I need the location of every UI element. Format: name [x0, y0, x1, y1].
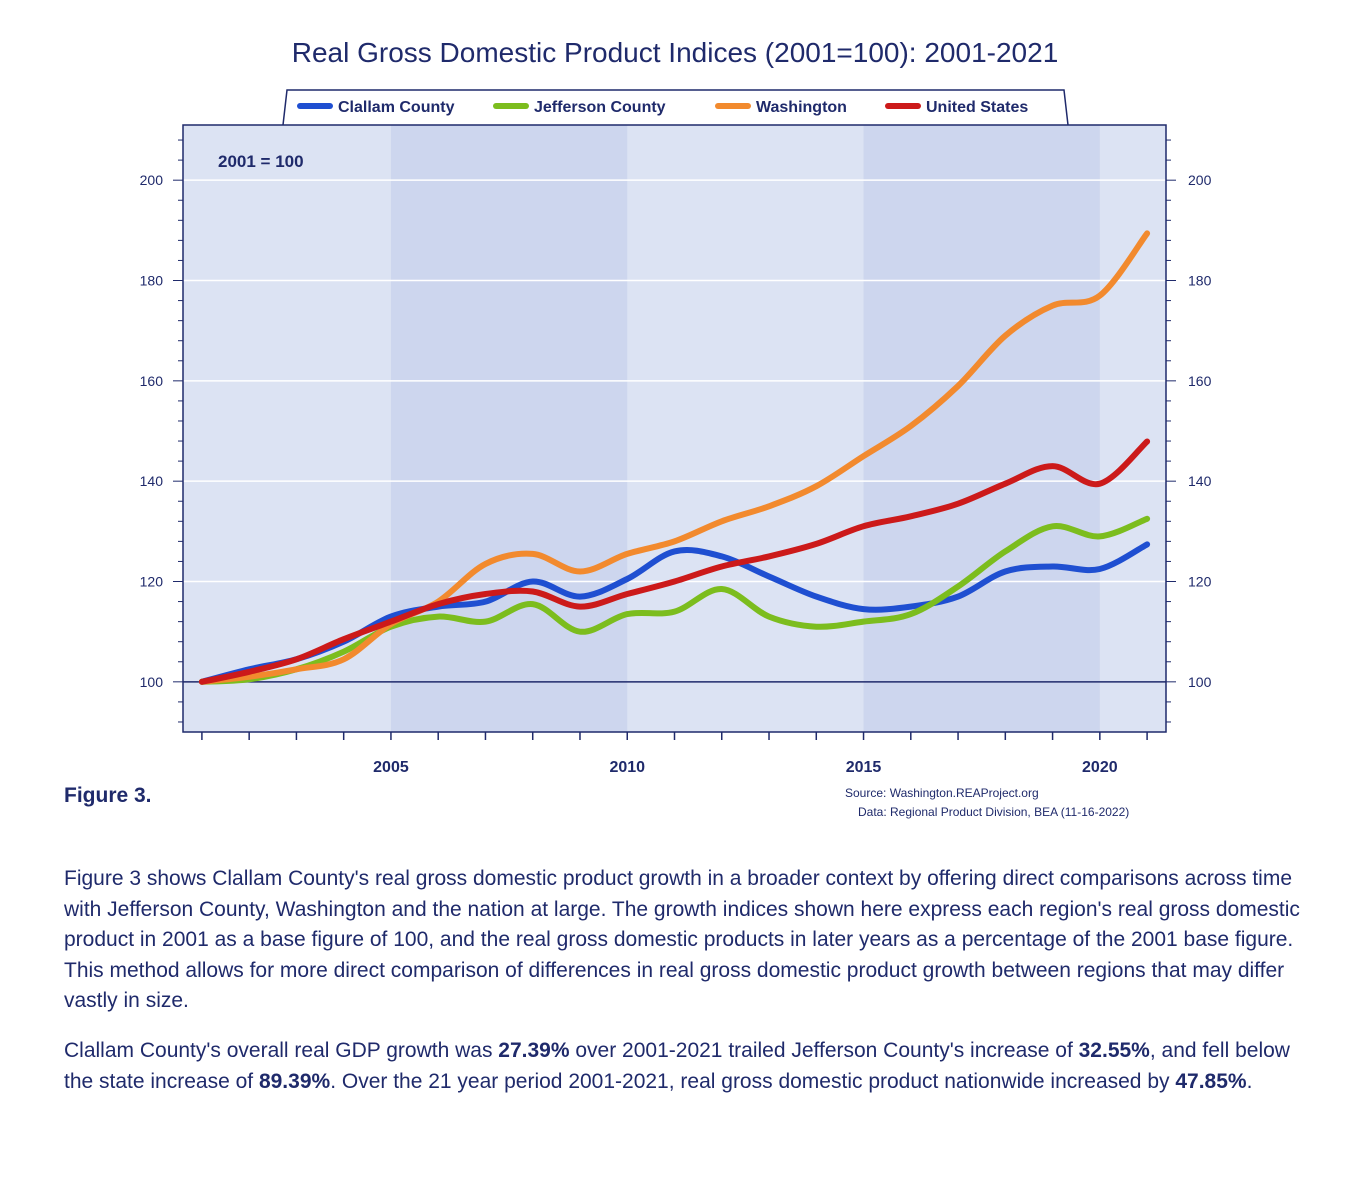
x-tick-label: 2015 [846, 759, 882, 776]
washington-growth-value: 89.39% [258, 1069, 331, 1093]
x-tick-label: 2020 [1082, 759, 1118, 776]
x-tick-label: 2010 [609, 759, 645, 776]
chart-title: Real Gross Domestic Product Indices (200… [292, 37, 1059, 68]
paragraph-2-text-2: over 2001-2021 trailed Jefferson County'… [569, 1039, 1079, 1062]
base-year-annotation: 2001 = 100 [218, 152, 304, 171]
paragraph-2-text-3: , and fell below the state increase of [64, 1039, 1290, 1093]
y-tick-label-left: 180 [140, 273, 164, 289]
y-tick-label-left: 160 [140, 373, 164, 389]
y-tick-label-right: 140 [1188, 473, 1212, 489]
clallam-growth-value: 27.39% [498, 1039, 570, 1062]
x-tick-label: 2005 [373, 759, 409, 776]
paragraph-1: Figure 3 shows Clallam County's real gro… [64, 867, 1300, 1012]
y-tick-label-right: 120 [1188, 574, 1212, 590]
y-tick-label-left: 100 [140, 674, 164, 690]
jefferson-growth-value: 32.55% [1078, 1039, 1150, 1062]
legend-box [282, 89, 1069, 126]
paragraph-2: Clallam County's overall real GDP growth… [64, 1036, 1304, 1097]
legend-label: Washington [756, 99, 847, 116]
legend-label: United States [926, 99, 1028, 116]
legend: Clallam County Jefferson County Washington… [282, 89, 1069, 126]
us-growth-value: 47.85% [1175, 1069, 1247, 1093]
y-tick-label-right: 160 [1188, 373, 1212, 389]
y-tick-label-right: 180 [1188, 273, 1212, 289]
series-line-united-states [198, 438, 1151, 685]
legend-label: Clallam County [338, 99, 455, 116]
legend-label: Jefferson County [534, 99, 666, 116]
figure-label: Figure 3. [64, 784, 152, 807]
paragraph-2-text-1: Clallam County's overall real GDP growth… [64, 1039, 499, 1062]
axis-ticks: 100 100 120 120 140 140 160 160 180 180 200 200 2005… [140, 139, 1212, 776]
y-tick-label-left: 120 [140, 574, 164, 590]
series-lines [198, 230, 1151, 685]
y-tick-label-right: 200 [1188, 172, 1212, 188]
chart: Real Gross Domestic Product Indices (200… [140, 37, 1212, 819]
y-tick-label-left: 140 [140, 473, 164, 489]
paragraph-2-text-4: . Over the 21 year period 2001-2021, rea… [330, 1069, 1176, 1093]
shaded-band [390, 125, 628, 732]
data-source-line: Data: Regional Product Division, BEA (11… [858, 805, 1129, 819]
shaded-band [863, 125, 1100, 732]
y-tick-label-right: 100 [1188, 674, 1212, 690]
source-line: Source: Washington.REAProject.org [845, 786, 1039, 800]
series-line-washington [198, 230, 1151, 685]
series-line-jefferson-county [198, 515, 1151, 685]
y-tick-label-left: 200 [140, 172, 164, 188]
paragraph-2-text-5: . [1246, 1069, 1253, 1093]
